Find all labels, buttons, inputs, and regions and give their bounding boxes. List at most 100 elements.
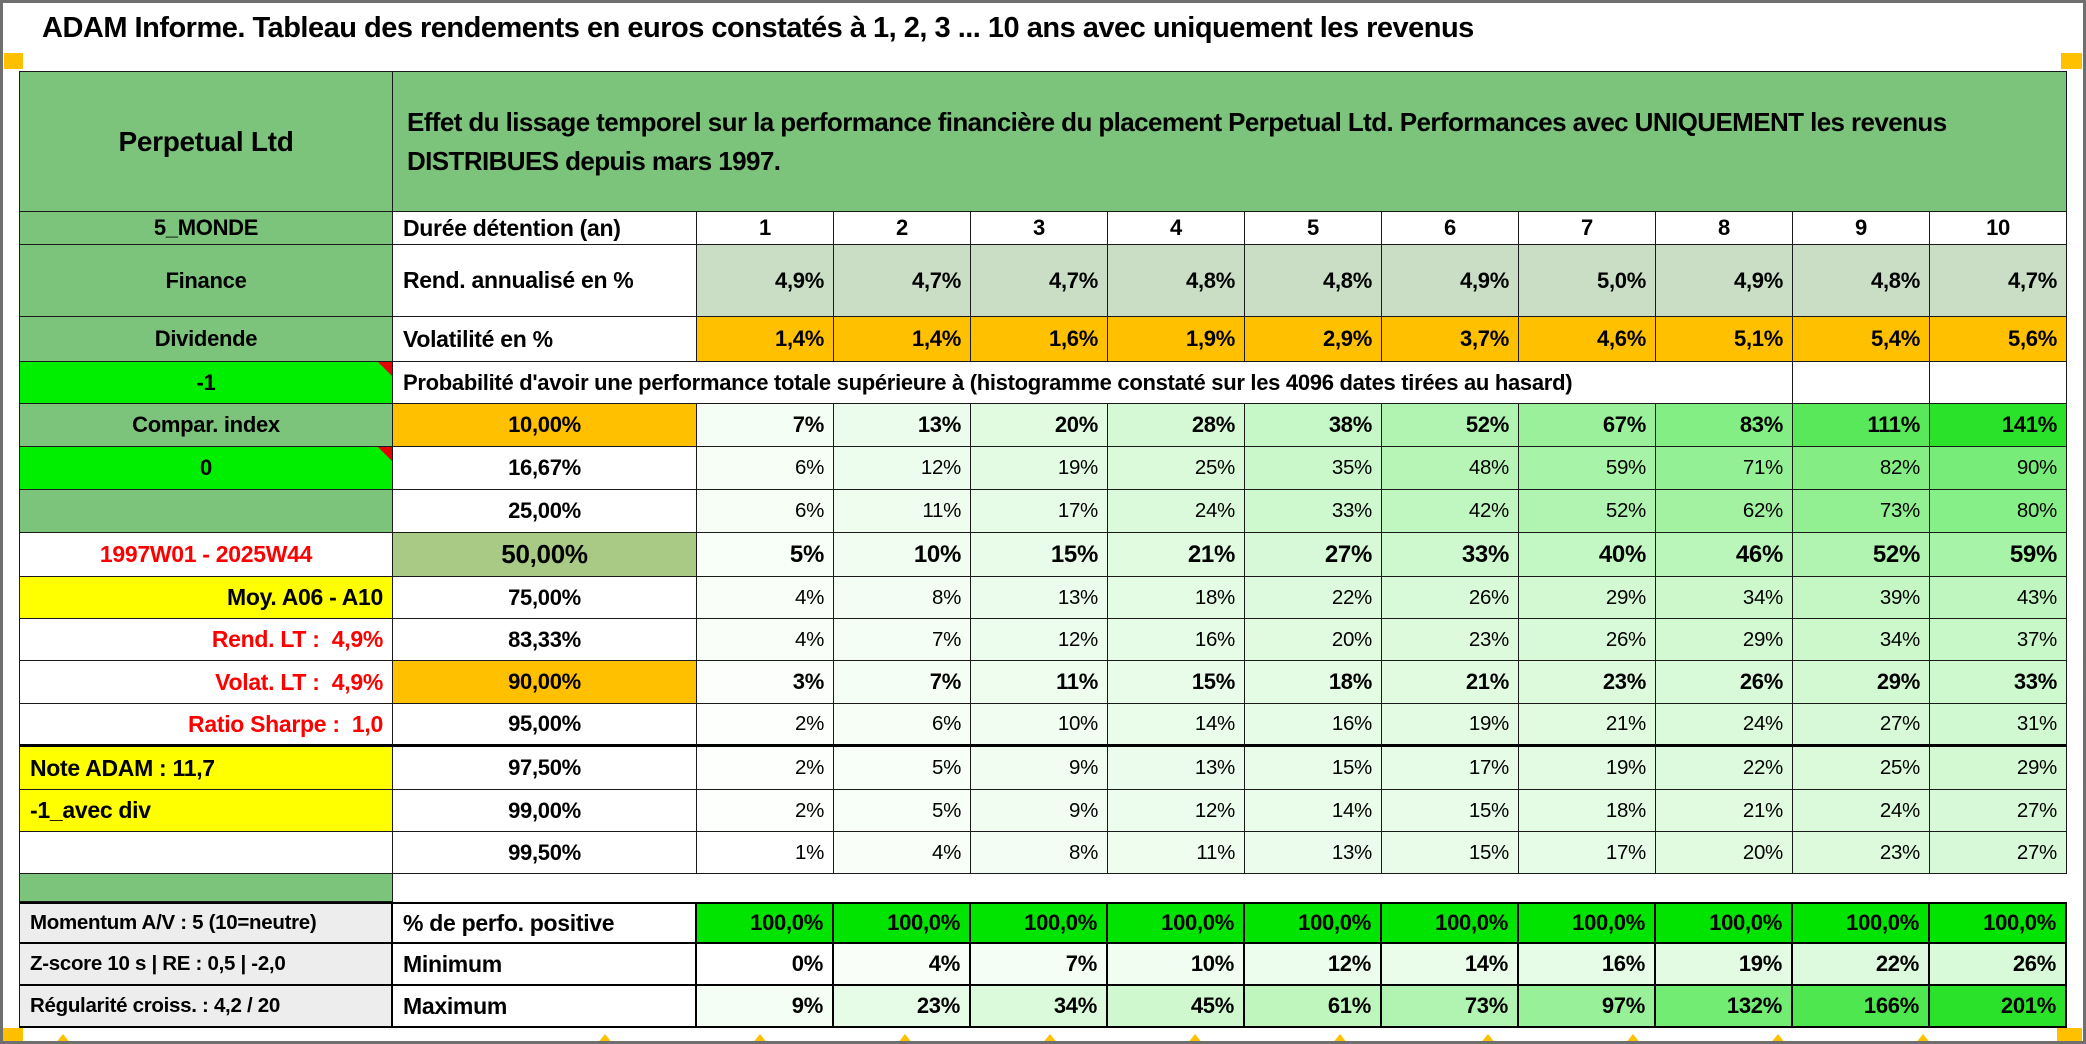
value-cell[interactable]: 28% <box>1108 404 1245 447</box>
stat-value-cell[interactable]: 22% <box>1793 944 1930 986</box>
value-cell[interactable]: 71% <box>1656 447 1793 490</box>
label-cell[interactable]: Rend. LT : 4,9% <box>20 619 393 661</box>
product-name-cell[interactable]: Perpetual Ltd <box>20 72 393 212</box>
value-cell[interactable]: 27% <box>1245 533 1382 577</box>
value-cell[interactable]: 9% <box>971 747 1108 790</box>
value-cell[interactable]: 82% <box>1793 447 1930 490</box>
value-cell[interactable]: 4,7% <box>1930 245 2067 317</box>
value-cell[interactable]: 19% <box>1519 747 1656 790</box>
threshold-cell[interactable]: 99,50% <box>393 832 697 874</box>
value-cell[interactable]: 26% <box>1656 661 1793 704</box>
value-cell[interactable]: 1,4% <box>697 317 834 362</box>
value-cell[interactable]: 19% <box>1382 704 1519 747</box>
stat-value-cell[interactable]: 0% <box>697 944 834 986</box>
value-cell[interactable]: 11% <box>1108 832 1245 874</box>
label-cell[interactable]: 0 <box>20 447 393 490</box>
value-cell[interactable]: 5,0% <box>1519 245 1656 317</box>
value-cell[interactable]: 13% <box>971 577 1108 619</box>
value-cell[interactable]: 73% <box>1793 490 1930 533</box>
stat-value-cell[interactable]: 100,0% <box>1656 902 1793 944</box>
value-cell[interactable]: 21% <box>1382 661 1519 704</box>
value-cell[interactable]: 5% <box>834 790 971 832</box>
label-cell[interactable]: Dividende <box>20 317 393 362</box>
label-cell[interactable]: Note ADAM : 11,7 <box>20 747 393 790</box>
stat-value-cell[interactable]: 100,0% <box>1793 902 1930 944</box>
value-cell[interactable]: 67% <box>1519 404 1656 447</box>
value-cell[interactable]: 4% <box>834 832 971 874</box>
label-cell[interactable] <box>20 832 393 874</box>
value-cell[interactable]: 40% <box>1519 533 1656 577</box>
value-cell[interactable]: 16% <box>1245 704 1382 747</box>
value-cell[interactable]: 2% <box>697 747 834 790</box>
value-cell[interactable]: 33% <box>1382 533 1519 577</box>
stat-value-cell[interactable]: 19% <box>1656 944 1793 986</box>
value-cell[interactable]: 14% <box>1108 704 1245 747</box>
stat-metric-cell[interactable]: % de perfo. positive <box>393 902 697 944</box>
stat-value-cell[interactable]: 9% <box>697 986 834 1028</box>
column-header-cell[interactable]: 6 <box>1382 212 1519 245</box>
spacer-cell[interactable] <box>20 874 393 902</box>
value-cell[interactable]: 37% <box>1930 619 2067 661</box>
value-cell[interactable]: 16% <box>1108 619 1245 661</box>
value-cell[interactable]: 31% <box>1930 704 2067 747</box>
value-cell[interactable]: 5% <box>834 747 971 790</box>
value-cell[interactable]: 6% <box>834 704 971 747</box>
value-cell[interactable]: 46% <box>1656 533 1793 577</box>
value-cell[interactable]: 1,9% <box>1108 317 1245 362</box>
stat-value-cell[interactable]: 100,0% <box>1930 902 2067 944</box>
stat-value-cell[interactable]: 100,0% <box>971 902 1108 944</box>
value-cell[interactable]: 20% <box>971 404 1108 447</box>
stat-value-cell[interactable]: 73% <box>1382 986 1519 1028</box>
value-cell[interactable]: 24% <box>1793 790 1930 832</box>
value-cell[interactable]: 80% <box>1930 490 2067 533</box>
probability-header-cell[interactable]: Probabilité d'avoir une performance tota… <box>393 362 1793 404</box>
stat-value-cell[interactable]: 61% <box>1245 986 1382 1028</box>
threshold-cell[interactable]: 97,50% <box>393 747 697 790</box>
value-cell[interactable]: 17% <box>971 490 1108 533</box>
value-cell[interactable]: 10% <box>834 533 971 577</box>
value-cell[interactable]: 48% <box>1382 447 1519 490</box>
value-cell[interactable]: 23% <box>1519 661 1656 704</box>
column-header-cell[interactable]: 5 <box>1245 212 1382 245</box>
threshold-cell[interactable]: 25,00% <box>393 490 697 533</box>
value-cell[interactable]: 29% <box>1519 577 1656 619</box>
threshold-cell[interactable]: 16,67% <box>393 447 697 490</box>
value-cell[interactable]: 13% <box>1108 747 1245 790</box>
value-cell[interactable]: 21% <box>1108 533 1245 577</box>
value-cell[interactable]: 21% <box>1519 704 1656 747</box>
stat-value-cell[interactable]: 100,0% <box>1519 902 1656 944</box>
value-cell[interactable]: 2,9% <box>1245 317 1382 362</box>
value-cell[interactable]: 11% <box>834 490 971 533</box>
value-cell[interactable]: 59% <box>1519 447 1656 490</box>
value-cell[interactable]: 83% <box>1656 404 1793 447</box>
column-header-cell[interactable]: 9 <box>1793 212 1930 245</box>
empty-cell[interactable] <box>1793 362 1930 404</box>
value-cell[interactable]: 11% <box>971 661 1108 704</box>
stat-value-cell[interactable]: 23% <box>834 986 971 1028</box>
metric-label-cell[interactable]: Rend. annualisé en % <box>393 245 697 317</box>
stat-value-cell[interactable]: 16% <box>1519 944 1656 986</box>
value-cell[interactable]: 8% <box>971 832 1108 874</box>
empty-cell[interactable] <box>1930 362 2067 404</box>
stat-value-cell[interactable]: 100,0% <box>1382 902 1519 944</box>
label-cell[interactable]: Compar. index <box>20 404 393 447</box>
column-header-cell[interactable]: 7 <box>1519 212 1656 245</box>
value-cell[interactable]: 90% <box>1930 447 2067 490</box>
value-cell[interactable]: 1,4% <box>834 317 971 362</box>
value-cell[interactable]: 24% <box>1656 704 1793 747</box>
value-cell[interactable]: 18% <box>1108 577 1245 619</box>
value-cell[interactable]: 15% <box>1245 747 1382 790</box>
stat-value-cell[interactable]: 4% <box>834 944 971 986</box>
stat-value-cell[interactable]: 45% <box>1108 986 1245 1028</box>
value-cell[interactable]: 23% <box>1382 619 1519 661</box>
stat-value-cell[interactable]: 10% <box>1108 944 1245 986</box>
value-cell[interactable]: 141% <box>1930 404 2067 447</box>
label-cell[interactable]: 1997W01 - 2025W44 <box>20 533 393 577</box>
value-cell[interactable]: 5,4% <box>1793 317 1930 362</box>
value-cell[interactable]: 42% <box>1382 490 1519 533</box>
value-cell[interactable]: 27% <box>1930 790 2067 832</box>
value-cell[interactable]: 27% <box>1793 704 1930 747</box>
value-cell[interactable]: 35% <box>1245 447 1382 490</box>
stat-value-cell[interactable]: 14% <box>1382 944 1519 986</box>
stat-value-cell[interactable]: 100,0% <box>697 902 834 944</box>
